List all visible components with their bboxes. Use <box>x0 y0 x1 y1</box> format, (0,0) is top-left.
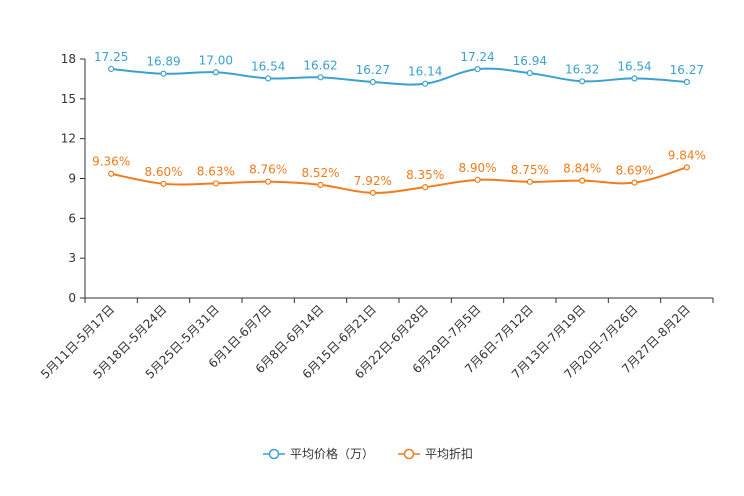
data-point[interactable] <box>474 176 481 183</box>
y-tick-label: 18 <box>61 52 76 66</box>
data-point[interactable] <box>317 74 324 81</box>
data-point[interactable] <box>317 181 324 188</box>
y-tick-label: 3 <box>68 251 76 265</box>
legend-marker-icon <box>403 448 415 460</box>
data-label: 16.54 <box>617 59 651 73</box>
data-label: 8.75% <box>511 163 549 177</box>
data-label: 8.76% <box>249 163 287 177</box>
data-point[interactable] <box>160 180 167 187</box>
data-label: 16.94 <box>513 54 547 68</box>
y-tick-label: 12 <box>61 132 76 146</box>
data-point[interactable] <box>526 69 533 77</box>
data-label: 8.69% <box>615 164 653 178</box>
data-point[interactable] <box>683 78 690 86</box>
legend-marker-icon <box>268 448 280 460</box>
data-point[interactable] <box>265 75 272 82</box>
data-label: 16.27 <box>670 63 704 77</box>
data-label: 16.14 <box>408 65 442 79</box>
data-label: 8.35% <box>406 168 444 182</box>
data-point[interactable] <box>526 178 533 185</box>
y-tick-label: 9 <box>68 172 76 186</box>
y-tick-label: 15 <box>61 92 76 106</box>
data-point[interactable] <box>422 184 429 191</box>
data-label: 8.63% <box>197 164 235 178</box>
series-line <box>110 166 688 194</box>
series-0: 17.25 16.89 17.00 16.54 16.62 16.27 16.14 17.24… <box>94 50 704 87</box>
data-point[interactable] <box>108 170 115 177</box>
data-label: 8.60% <box>144 165 182 179</box>
y-tick-label: 6 <box>68 211 76 225</box>
data-label: 9.84% <box>668 148 706 162</box>
data-point[interactable] <box>683 164 690 171</box>
y-tick-label: 0 <box>68 291 76 305</box>
data-label: 8.90% <box>458 161 496 175</box>
data-point[interactable] <box>108 65 115 73</box>
data-label: 8.84% <box>563 162 601 176</box>
data-point[interactable] <box>212 69 219 76</box>
chart-legend[interactable]: 平均价格（万） 平均折扣 <box>263 446 473 461</box>
data-label: 16.54 <box>251 59 285 73</box>
data-point[interactable] <box>212 180 219 187</box>
data-label: 16.89 <box>146 55 180 69</box>
data-label: 8.52% <box>301 166 339 180</box>
chart-series: 17.25 16.89 17.00 16.54 16.62 16.27 16.14 17.24… <box>92 50 706 196</box>
legend-label: 平均折扣 <box>425 446 473 461</box>
data-label: 17.25 <box>94 50 128 64</box>
legend-label: 平均价格（万） <box>290 446 374 461</box>
data-point[interactable] <box>579 78 586 85</box>
data-point[interactable] <box>579 177 586 184</box>
series-1: 9.36% 8.60% 8.63% 8.76% 8.52% 7.92% 8.35% 8.90%… <box>92 148 706 196</box>
data-point[interactable] <box>474 65 481 73</box>
data-label: 17.24 <box>460 50 494 64</box>
data-label: 17.00 <box>199 53 233 67</box>
data-point[interactable] <box>160 70 167 77</box>
legend-item-1[interactable]: 平均折扣 <box>398 446 473 461</box>
data-label: 16.27 <box>356 63 390 77</box>
data-label: 7.92% <box>354 174 392 188</box>
data-label: 9.36% <box>92 155 130 169</box>
legend-item-0[interactable]: 平均价格（万） <box>263 446 374 461</box>
data-point[interactable] <box>265 178 272 185</box>
data-point[interactable] <box>422 80 429 87</box>
series-line <box>111 67 687 86</box>
data-point[interactable] <box>369 189 376 196</box>
data-label: 16.32 <box>565 62 599 76</box>
data-point[interactable] <box>631 179 638 186</box>
data-label: 16.62 <box>303 58 337 72</box>
data-point[interactable] <box>369 78 376 86</box>
data-point[interactable] <box>631 75 638 82</box>
chart-axes: 03691215185月11日-5月17日5月18日-5月24日5月25日-5月… <box>38 52 714 382</box>
